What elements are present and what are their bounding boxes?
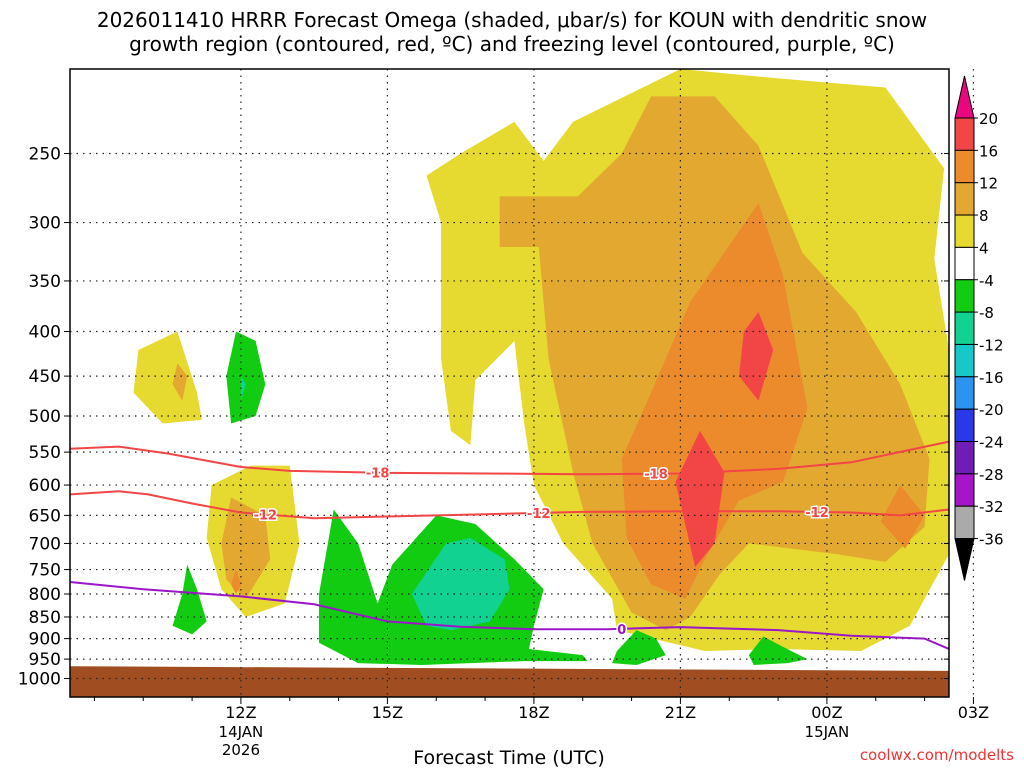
omega-region-16	[612, 630, 666, 665]
colorbar-swatch-7	[954, 343, 975, 378]
y-tick-label-850: 850	[29, 608, 61, 628]
y-tick-label-700: 700	[29, 534, 61, 554]
colorbar-swatch-3	[954, 214, 975, 248]
colorbar-label-20: 20	[979, 110, 998, 128]
omega-shaded-fields	[133, 69, 949, 665]
colorbar-swatch-11	[954, 473, 975, 507]
y-tick-label-650: 650	[29, 506, 61, 526]
colorbar-swatch-4	[954, 246, 975, 281]
isotherm--18	[70, 440, 949, 476]
colorbar-swatch-6	[954, 311, 975, 345]
omega-region-15	[411, 538, 510, 631]
colorbar-swatch-0	[954, 117, 975, 151]
y-tick-label-550: 550	[29, 443, 61, 463]
colorbar-label--32: -32	[979, 498, 1004, 516]
axes: 2503003504004505005506006507007508008509…	[18, 68, 989, 759]
colorbar-swatch-12	[954, 505, 975, 540]
y-tick-label-500: 500	[29, 407, 61, 427]
isotherm-label--18: -18	[366, 467, 390, 482]
colorbar-label-12: 12	[979, 175, 998, 193]
colorbar-swatch-9	[954, 408, 975, 442]
x-date-label: 15JAN	[805, 723, 850, 741]
colorbar-label-16: 16	[979, 142, 998, 160]
colorbar-label--16: -16	[979, 369, 1004, 387]
omega-region-6	[133, 331, 202, 424]
omega-region-5	[675, 430, 725, 567]
chart-title-line-1: 2026011410 HRRR Forecast Omega (shaded, …	[97, 8, 927, 32]
temperature-contours: -18 -18 -12 -12 -12 0	[70, 440, 949, 650]
plot-frame	[69, 68, 950, 698]
y-tick-label-250: 250	[29, 145, 61, 165]
colorbar-swatch-8	[954, 376, 975, 410]
omega-region-12	[240, 376, 246, 401]
colorbar-label--12: -12	[979, 336, 1004, 354]
terrain-below-ground	[70, 666, 949, 697]
colorbar-label-4: 4	[979, 239, 989, 257]
y-tick-label-400: 400	[29, 323, 61, 343]
omega-region-11	[226, 331, 266, 424]
y-tick-label-900: 900	[29, 630, 61, 650]
watermark: coolwx.com/modelts	[860, 746, 1014, 764]
omega-region-9	[221, 497, 271, 599]
x-tick-label-03Z: 03Z	[958, 703, 989, 722]
x-tick-label-00Z: 00Z	[811, 703, 842, 722]
y-tick-label-350: 350	[29, 272, 61, 292]
omega-region-4	[739, 312, 774, 401]
isotherm--12	[70, 490, 949, 520]
omega-region-17	[748, 636, 808, 665]
colorbar-swatch-1	[954, 149, 975, 184]
colorbar-label--28: -28	[979, 466, 1004, 484]
colorbar-bottom-arrow	[954, 538, 975, 581]
isotherm-label--12: -12	[254, 508, 278, 523]
x-axis-label: Forecast Time (UTC)	[413, 747, 604, 768]
colorbar-label--24: -24	[979, 434, 1004, 452]
x-date-label: 14JAN	[219, 723, 264, 741]
chart-title-line-2: growth region (contoured, red, ºC) and f…	[129, 32, 895, 56]
y-tick-label-450: 450	[29, 367, 61, 387]
colorbar-swatch-10	[954, 441, 975, 475]
y-tick-label-600: 600	[29, 476, 61, 496]
x-tick-label-15Z: 15Z	[372, 703, 403, 722]
colorbar-label-8: 8	[979, 207, 989, 225]
colorbar-swatch-2	[954, 182, 975, 216]
y-tick-label-800: 800	[29, 585, 61, 605]
colorbar-label--36: -36	[979, 531, 1004, 549]
omega-region-3	[880, 485, 925, 549]
x-year-label: 2026	[222, 741, 260, 759]
colorbar-swatch-5	[954, 279, 975, 313]
x-tick-label-12Z: 12Z	[225, 703, 256, 722]
isotherm-label--18: -18	[644, 468, 668, 483]
colorbar-label--4: -4	[979, 272, 994, 290]
isotherm-label--12: -12	[527, 507, 551, 522]
colorbar-top-arrow	[954, 75, 975, 119]
y-tick-label-750: 750	[29, 561, 61, 581]
colorbar: 20 16 12 8 4 -4 -8 -12 -16 -20 -24 -28 -32 -36	[954, 75, 1004, 581]
isotherm-0	[70, 581, 949, 650]
colorbar-label--8: -8	[979, 304, 994, 322]
omega-region-10	[231, 569, 241, 594]
colorbar-label--20: -20	[979, 401, 1004, 419]
y-tick-label-950: 950	[29, 650, 61, 670]
omega-region-13	[172, 564, 207, 635]
terrain	[70, 666, 949, 697]
x-tick-label-21Z: 21Z	[665, 703, 696, 722]
omega-region-2	[621, 203, 808, 599]
y-tick-label-1000: 1000	[18, 670, 61, 690]
isotherm-label--12: -12	[805, 506, 829, 521]
omega-region-7	[172, 363, 188, 401]
x-tick-label-18Z: 18Z	[518, 703, 549, 722]
isotherm-label-0: 0	[617, 623, 626, 638]
y-tick-label-300: 300	[29, 214, 61, 234]
